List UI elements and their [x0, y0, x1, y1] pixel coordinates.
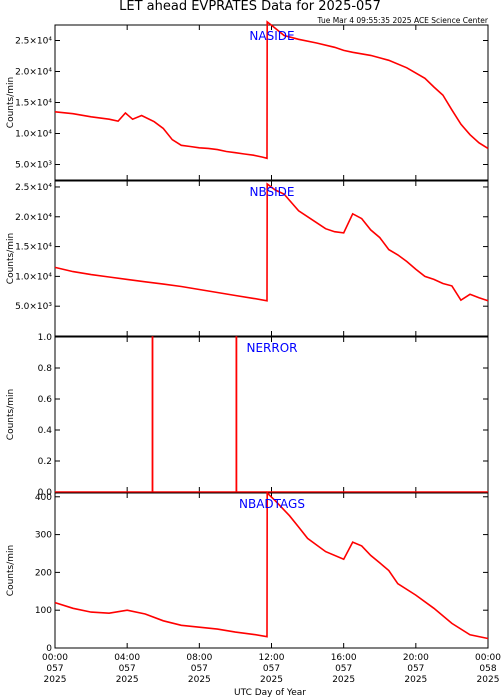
panel-label-nbadtags: NBADTAGS: [239, 497, 305, 511]
y-tick-label: 400: [35, 493, 52, 503]
y-axis-label: Counts/min: [6, 545, 16, 596]
x-tick-label-doy: 058: [479, 664, 496, 674]
panel-label-naside: NASIDE: [249, 29, 294, 43]
y-axis-label: Counts/min: [6, 77, 16, 128]
chart-title: LET ahead EVPRATES Data for 2025-057: [119, 0, 381, 14]
y-tick-label: 0.6: [38, 395, 53, 405]
x-axis-label: UTC Day of Year: [234, 688, 306, 698]
x-tick-label-doy: 057: [407, 664, 424, 674]
y-tick-label: 1.0×10⁴: [15, 272, 52, 282]
y-tick-label: 0.8: [38, 364, 53, 374]
x-tick-label-year: 2025: [404, 675, 427, 685]
x-tick-label-year: 2025: [116, 675, 139, 685]
y-tick-label: 0.4: [38, 426, 53, 436]
x-tick-label-doy: 057: [119, 664, 136, 674]
panel-frame-nbadtags: [54, 492, 489, 649]
x-tick-label-doy: 057: [263, 664, 280, 674]
x-tick-label-year: 2025: [188, 675, 211, 685]
y-tick-label: 1.5×10⁴: [15, 99, 52, 109]
x-tick-label-time: 08:00: [186, 653, 212, 663]
panel-label-nbside: NBSIDE: [250, 185, 295, 199]
y-tick-label: 300: [35, 531, 52, 541]
y-tick-label: 5.0×10³: [15, 161, 52, 171]
y-tick-label: 0.2: [38, 457, 52, 467]
x-tick-label-time: 04:00: [114, 653, 140, 663]
x-tick-label-doy: 057: [46, 664, 63, 674]
panel-label-nerror: NERROR: [246, 341, 297, 355]
series-line-nbadtags: [54, 491, 489, 640]
y-tick-label: 2.0×10⁴: [15, 68, 52, 78]
x-tick-label-time: 20:00: [403, 653, 429, 663]
x-tick-label-year: 2025: [477, 675, 500, 685]
x-tick-label-doy: 057: [335, 664, 352, 674]
series-line-nerror: [55, 336, 488, 493]
y-axis-label: Counts/min: [6, 233, 16, 284]
series-line-naside: [54, 20, 489, 160]
y-tick-label: 2.5×10⁴: [15, 37, 52, 47]
x-tick-label-doy: 057: [191, 664, 208, 674]
y-tick-label: 1.0×10⁴: [15, 130, 52, 140]
series-line-nbside: [54, 182, 489, 302]
y-tick-label: 1.0: [38, 333, 53, 343]
y-tick-label: 1.5×10⁴: [15, 243, 52, 253]
x-tick-label-time: 00:00: [42, 653, 68, 663]
timestamp-label: Tue Mar 4 09:55:35 2025 ACE Science Cent…: [317, 16, 489, 25]
y-tick-label: 0.0: [38, 488, 53, 498]
panel-frame-nbside: [54, 180, 489, 337]
y-axis-label: Counts/min: [6, 389, 16, 440]
y-tick-label: 2.0×10⁴: [15, 213, 52, 223]
x-tick-label-time: 12:00: [259, 653, 285, 663]
x-tick-label-year: 2025: [332, 675, 355, 685]
y-tick-label: 100: [35, 606, 52, 616]
panel-frame-naside: [54, 24, 489, 181]
y-tick-label: 2.5×10⁴: [15, 183, 52, 193]
x-tick-label-year: 2025: [44, 675, 67, 685]
x-tick-label-time: 16:00: [331, 653, 357, 663]
y-tick-label: 200: [35, 568, 52, 578]
y-tick-label: 0: [46, 644, 52, 654]
x-tick-label-year: 2025: [260, 675, 283, 685]
panel-frame-nerror: [54, 336, 489, 493]
x-tick-label-time: 00:00: [475, 653, 501, 663]
y-tick-label: 5.0×10³: [15, 302, 52, 312]
